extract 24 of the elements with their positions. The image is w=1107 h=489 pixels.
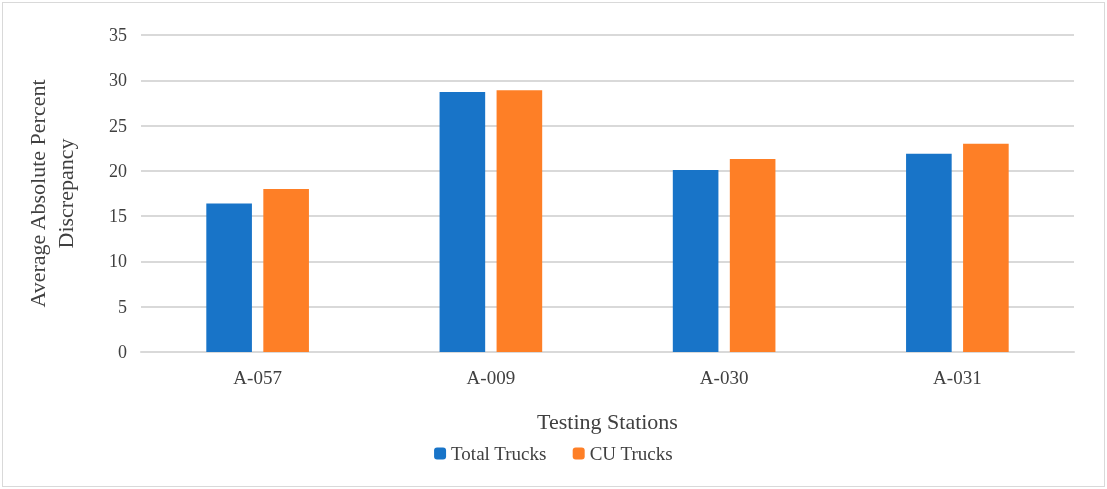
y-tick-label: 25 <box>109 115 127 136</box>
y-axis-title: Average Absolute Percent Discrepancy <box>24 79 78 308</box>
bar <box>729 159 776 352</box>
x-axis-title: Testing Stations <box>537 408 678 434</box>
bar <box>263 188 309 352</box>
bar <box>439 92 486 352</box>
x-tick-label: A-009 <box>466 367 516 388</box>
bar <box>906 153 952 352</box>
x-tick-label: A-057 <box>233 367 282 388</box>
legend-label: CU Trucks <box>589 443 673 464</box>
legend-label: Total Trucks <box>451 443 547 464</box>
y-tick-label: 30 <box>109 70 127 91</box>
bar <box>496 90 543 352</box>
bar <box>672 169 719 352</box>
x-tick-label: A-030 <box>699 367 749 388</box>
bar <box>963 143 1009 352</box>
y-tick-label: 5 <box>118 296 127 317</box>
y-tick-label: 10 <box>109 251 127 272</box>
y-tick-label: 35 <box>109 25 127 45</box>
bar <box>206 203 252 352</box>
x-tick-label: A-031 <box>933 367 982 388</box>
y-tick-label: 20 <box>109 160 127 181</box>
y-tick-label: 0 <box>118 342 127 362</box>
y-tick-label: 15 <box>109 206 127 227</box>
